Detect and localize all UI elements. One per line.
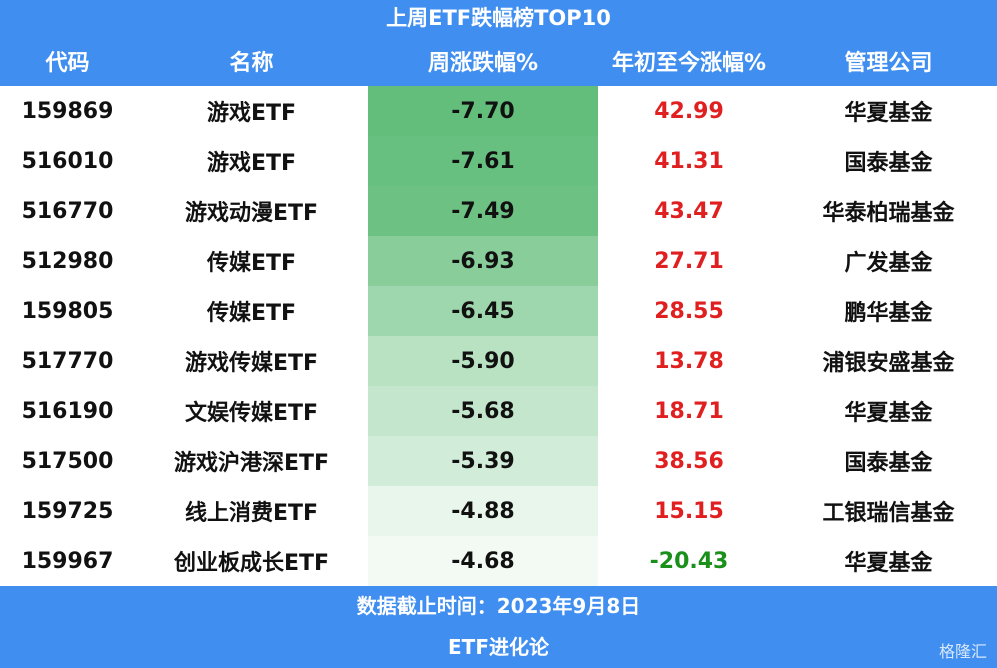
table-cell: 游戏沪港深ETF: [173, 451, 330, 476]
table-cell: -7.61: [368, 136, 598, 186]
table-cell: 浦银安盛基金: [822, 351, 955, 376]
table-cell: -7.70: [368, 86, 598, 136]
table-cell: 38.56: [654, 448, 724, 474]
table-cell: 华夏基金: [844, 401, 933, 426]
table-row: 159805 传媒ETF -6.45 28.55 鹏华基金: [0, 286, 997, 336]
footer: 数据截止时间：2023年9月8日 ETF进化论 格隆汇: [0, 586, 997, 668]
table-row: 516190 文娱传媒ETF -5.68 18.71 华夏基金: [0, 386, 997, 436]
table-cell: 华夏基金: [844, 101, 933, 126]
table-cell: -6.45: [368, 286, 598, 336]
table-cell: -7.49: [368, 186, 598, 236]
date-note: 数据截止时间：2023年9月8日: [356, 594, 641, 618]
table-cell: 创业板成长ETF: [173, 551, 330, 576]
table-cell: -5.90: [368, 336, 598, 386]
column-header: 周涨跌幅%: [427, 51, 539, 76]
table-cell: 国泰基金: [844, 151, 933, 176]
table-cell: 传媒ETF: [206, 251, 297, 276]
table-row: 512980 传媒ETF -6.93 27.71 广发基金: [0, 236, 997, 286]
table-cell: 文娱传媒ETF: [184, 401, 319, 426]
table-cell: 517500: [21, 448, 114, 474]
table-cell: 游戏ETF: [206, 151, 297, 176]
table-cell: 鹏华基金: [844, 301, 933, 326]
table-cell: 517770: [21, 348, 114, 374]
table-cell: 15.15: [654, 498, 724, 524]
source: ETF进化论: [448, 635, 549, 659]
column-header: 年初至今涨幅%: [611, 51, 767, 76]
table-cell: 线上消费ETF: [184, 501, 319, 526]
table-cell: 国泰基金: [844, 451, 933, 476]
table-cell: 43.47: [654, 198, 724, 224]
table-cell: 游戏传媒ETF: [184, 351, 319, 376]
table-cell: 广发基金: [844, 251, 933, 276]
table-row: 159869 游戏ETF -7.70 42.99 华夏基金: [0, 86, 997, 136]
table-row: 516770 游戏动漫ETF -7.49 43.47 华泰柏瑞基金: [0, 186, 997, 236]
table-cell: 工银瑞信基金: [822, 501, 955, 526]
title: 上周ETF跌幅榜TOP10: [0, 0, 997, 36]
table-cell: 159967: [21, 548, 114, 574]
table-cell: -4.68: [368, 536, 598, 586]
table-cell: 13.78: [654, 348, 724, 374]
table-cell: -6.93: [368, 236, 598, 286]
table-cell: 27.71: [654, 248, 724, 274]
column-header: 代码: [45, 51, 90, 76]
table-cell: 159805: [21, 298, 114, 324]
table-row: 517500 游戏沪港深ETF -5.39 38.56 国泰基金: [0, 436, 997, 486]
table-cell: -5.68: [368, 386, 598, 436]
table-cell: 华夏基金: [844, 551, 933, 576]
table-cell: -5.39: [368, 436, 598, 486]
column-header: 名称: [229, 51, 274, 76]
table-cell: -4.88: [368, 486, 598, 536]
table-cell: 159725: [21, 498, 114, 524]
table-cell: 28.55: [654, 298, 724, 324]
table-row: 159725 线上消费ETF -4.88 15.15 工银瑞信基金: [0, 486, 997, 536]
table-cell: 516010: [21, 148, 114, 174]
table-body: 159869 游戏ETF -7.70 42.99 华夏基金 516010 游戏ETF -7.6…: [0, 86, 997, 586]
table-cell: 游戏ETF: [206, 101, 297, 126]
table-cell: -20.43: [649, 548, 729, 574]
table-cell: 18.71: [654, 398, 724, 424]
table-cell: 41.31: [654, 148, 724, 174]
table-cell: 42.99: [654, 98, 724, 124]
table-row: 159967 创业板成长ETF -4.68 -20.43 华夏基金: [0, 536, 997, 586]
column-header: 管理公司: [844, 51, 933, 76]
table-cell: 游戏动漫ETF: [184, 201, 319, 226]
table-cell: 512980: [21, 248, 114, 274]
table-row: 516010 游戏ETF -7.61 41.31 国泰基金: [0, 136, 997, 186]
table-cell: 传媒ETF: [206, 301, 297, 326]
table-cell: 华泰柏瑞基金: [822, 201, 955, 226]
table-cell: 516190: [21, 398, 114, 424]
table-cell: 516770: [21, 198, 114, 224]
watermark: 格隆汇: [938, 642, 987, 661]
table-cell: 159869: [21, 98, 114, 124]
table-row: 517770 游戏传媒ETF -5.90 13.78 浦银安盛基金: [0, 336, 997, 386]
table-header: 代码 名称 周涨跌幅% 年初至今涨幅% 管理公司: [0, 36, 997, 86]
